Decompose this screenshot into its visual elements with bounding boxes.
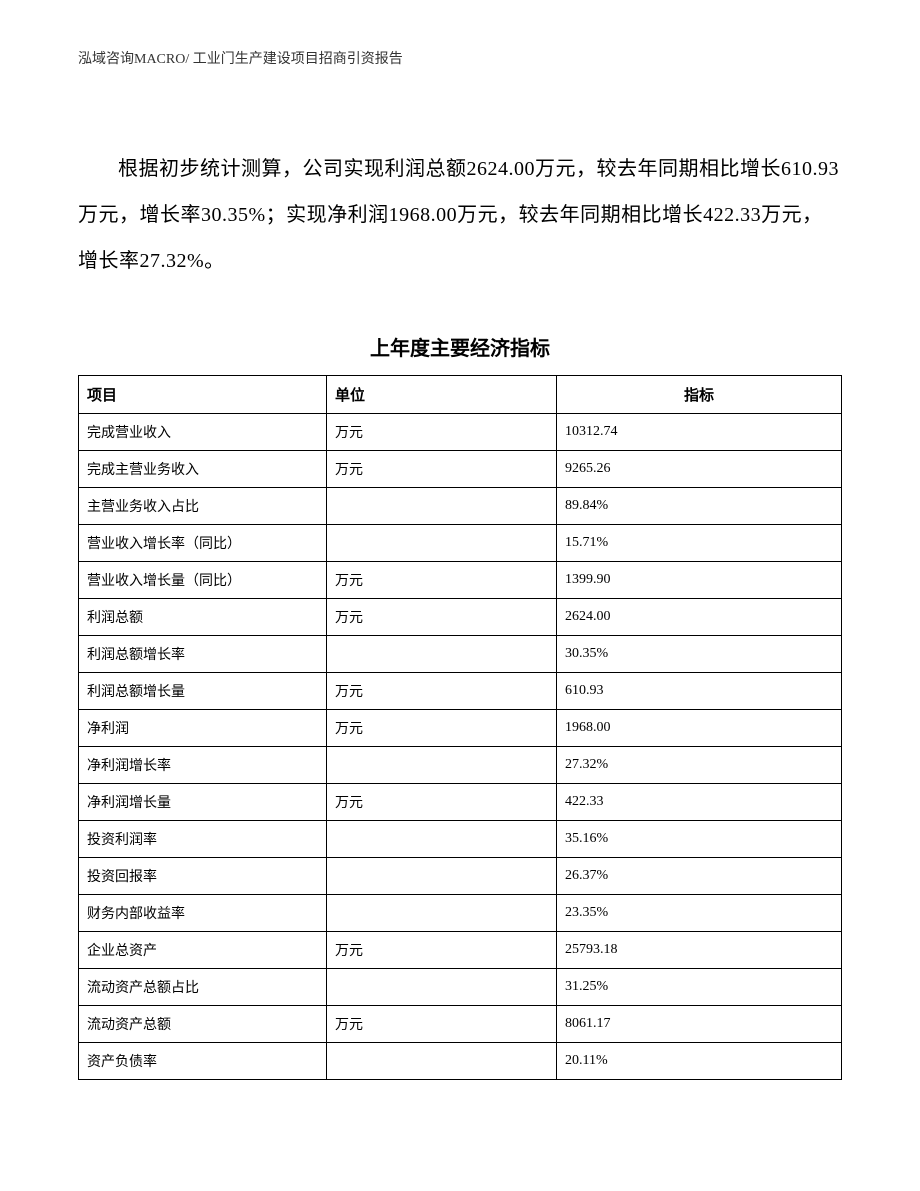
cell-unit: 万元 [327, 932, 557, 969]
cell-indicator: 30.35% [557, 636, 842, 673]
cell-unit [327, 821, 557, 858]
cell-indicator: 15.71% [557, 525, 842, 562]
table-row: 主营业务收入占比 89.84% [79, 488, 842, 525]
cell-unit: 万元 [327, 451, 557, 488]
cell-indicator: 23.35% [557, 895, 842, 932]
cell-project: 完成营业收入 [79, 414, 327, 451]
cell-unit: 万元 [327, 673, 557, 710]
cell-indicator: 8061.17 [557, 1006, 842, 1043]
cell-indicator: 422.33 [557, 784, 842, 821]
cell-project: 企业总资产 [79, 932, 327, 969]
cell-project: 营业收入增长量（同比） [79, 562, 327, 599]
indicators-table: 项目 单位 指标 完成营业收入万元10312.74完成主营业务收入万元9265.… [78, 375, 842, 1080]
cell-project: 净利润增长率 [79, 747, 327, 784]
column-header-project: 项目 [79, 376, 327, 414]
cell-unit [327, 969, 557, 1006]
cell-unit: 万元 [327, 599, 557, 636]
table-row: 净利润增长量万元422.33 [79, 784, 842, 821]
table-header-row: 项目 单位 指标 [79, 376, 842, 414]
cell-project: 营业收入增长率（同比） [79, 525, 327, 562]
cell-indicator: 25793.18 [557, 932, 842, 969]
cell-indicator: 1399.90 [557, 562, 842, 599]
table-row: 利润总额增长量万元610.93 [79, 673, 842, 710]
cell-indicator: 9265.26 [557, 451, 842, 488]
cell-unit: 万元 [327, 414, 557, 451]
cell-indicator: 20.11% [557, 1043, 842, 1080]
cell-indicator: 31.25% [557, 969, 842, 1006]
table-row: 营业收入增长率（同比） 15.71% [79, 525, 842, 562]
cell-project: 完成主营业务收入 [79, 451, 327, 488]
cell-unit: 万元 [327, 1006, 557, 1043]
table-row: 完成营业收入万元10312.74 [79, 414, 842, 451]
table-row: 净利润增长率 27.32% [79, 747, 842, 784]
cell-project: 投资利润率 [79, 821, 327, 858]
cell-indicator: 26.37% [557, 858, 842, 895]
document-header: 泓域咨询MACRO/ 工业门生产建设项目招商引资报告 [78, 48, 842, 68]
cell-project: 资产负债率 [79, 1043, 327, 1080]
table-row: 利润总额万元2624.00 [79, 599, 842, 636]
cell-project: 利润总额增长量 [79, 673, 327, 710]
cell-indicator: 89.84% [557, 488, 842, 525]
cell-indicator: 610.93 [557, 673, 842, 710]
cell-unit: 万元 [327, 784, 557, 821]
summary-paragraph: 根据初步统计测算，公司实现利润总额2624.00万元，较去年同期相比增长610.… [78, 146, 842, 284]
cell-project: 流动资产总额占比 [79, 969, 327, 1006]
cell-unit [327, 747, 557, 784]
table-row: 流动资产总额万元8061.17 [79, 1006, 842, 1043]
table-row: 投资利润率 35.16% [79, 821, 842, 858]
column-header-unit: 单位 [327, 376, 557, 414]
cell-indicator: 2624.00 [557, 599, 842, 636]
cell-indicator: 10312.74 [557, 414, 842, 451]
cell-project: 财务内部收益率 [79, 895, 327, 932]
cell-unit: 万元 [327, 562, 557, 599]
cell-unit [327, 1043, 557, 1080]
cell-unit [327, 525, 557, 562]
cell-unit [327, 895, 557, 932]
table-row: 财务内部收益率 23.35% [79, 895, 842, 932]
cell-unit [327, 636, 557, 673]
cell-project: 净利润增长量 [79, 784, 327, 821]
table-title: 上年度主要经济指标 [78, 332, 842, 361]
cell-unit [327, 858, 557, 895]
column-header-indicator: 指标 [557, 376, 842, 414]
table-row: 完成主营业务收入万元9265.26 [79, 451, 842, 488]
table-row: 净利润万元1968.00 [79, 710, 842, 747]
table-row: 投资回报率 26.37% [79, 858, 842, 895]
cell-project: 流动资产总额 [79, 1006, 327, 1043]
cell-project: 主营业务收入占比 [79, 488, 327, 525]
cell-indicator: 27.32% [557, 747, 842, 784]
cell-unit [327, 488, 557, 525]
table-row: 企业总资产万元25793.18 [79, 932, 842, 969]
cell-project: 投资回报率 [79, 858, 327, 895]
table-row: 营业收入增长量（同比）万元1399.90 [79, 562, 842, 599]
cell-indicator: 35.16% [557, 821, 842, 858]
cell-project: 净利润 [79, 710, 327, 747]
cell-project: 利润总额 [79, 599, 327, 636]
cell-indicator: 1968.00 [557, 710, 842, 747]
table-row: 流动资产总额占比 31.25% [79, 969, 842, 1006]
table-row: 利润总额增长率 30.35% [79, 636, 842, 673]
table-row: 资产负债率 20.11% [79, 1043, 842, 1080]
cell-project: 利润总额增长率 [79, 636, 327, 673]
cell-unit: 万元 [327, 710, 557, 747]
